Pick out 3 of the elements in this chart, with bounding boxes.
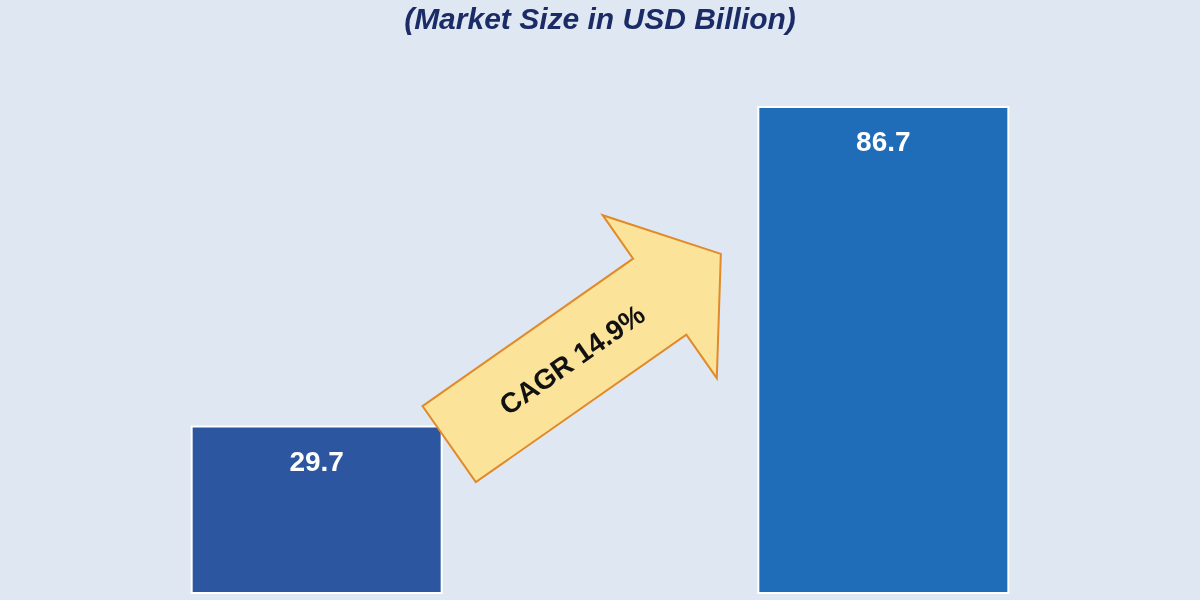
data-label: 29.7 (289, 445, 344, 477)
data-label: 86.7 (856, 126, 911, 158)
chart-title: (Market Size in USD Billion) (404, 2, 796, 35)
